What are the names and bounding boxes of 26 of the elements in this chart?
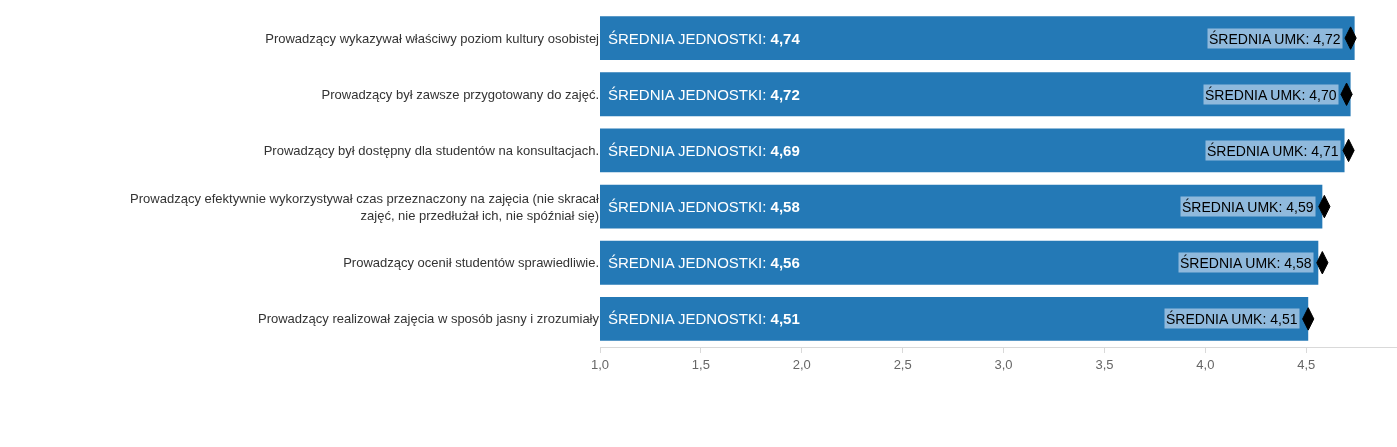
y-tick-label: Prowadzący efektywnie wykorzystywał czas przeznaczony na zajęcia (nie skracał zajęć, nie przedłużał ich, nie spóźniał się): [130, 190, 600, 223]
x-tick-label: 1,5: [691, 356, 710, 372]
data-label: ŚREDNIA UMK: 4,72: [1209, 30, 1341, 47]
x-tick-label: 4,0: [1196, 356, 1215, 372]
y-tick-label: Prowadzący był zawsze przygotowany do zajęć.: [321, 86, 599, 102]
data-label: ŚREDNIA UMK: 4,70: [1205, 86, 1337, 103]
data-label: ŚREDNIA JEDNOSTKI: 4,51: [608, 310, 800, 327]
y-tick-label: Prowadzący był dostępny dla studentów na konsultacjach.: [263, 142, 599, 158]
y-tick-label: Prowadzący realizował zajęcia w sposób jasny i zrozumiały: [257, 311, 600, 327]
x-tick-label: 2,5: [893, 356, 912, 372]
x-tick-label: 3,5: [1095, 356, 1114, 372]
data-label: ŚREDNIA JEDNOSTKI: 4,72: [608, 86, 800, 103]
data-label: ŚREDNIA JEDNOSTKI: 4,56: [608, 254, 800, 271]
y-tick-label: Prowadzący ocenił studentów sprawiedliwie.: [343, 255, 599, 271]
data-label: ŚREDNIA UMK: 4,71: [1207, 142, 1339, 159]
x-tick-label: 2,0: [792, 356, 811, 372]
data-label: ŚREDNIA UMK: 4,59: [1182, 198, 1314, 215]
y-tick-label: Prowadzący wykazywał właściwy poziom kultury osobistej: [265, 30, 600, 46]
data-label: ŚREDNIA JEDNOSTKI: 4,58: [608, 198, 800, 215]
data-label: ŚREDNIA JEDNOSTKI: 4,69: [608, 142, 800, 159]
data-label: ŚREDNIA UMK: 4,58: [1180, 254, 1312, 271]
x-tick-label: 4,5: [1297, 356, 1316, 372]
data-label: ŚREDNIA JEDNOSTKI: 4,74: [608, 30, 801, 47]
data-label: ŚREDNIA UMK: 4,51: [1166, 310, 1298, 327]
x-tick-label: 1,0: [590, 356, 610, 372]
x-tick-label: 3,0: [994, 356, 1013, 372]
